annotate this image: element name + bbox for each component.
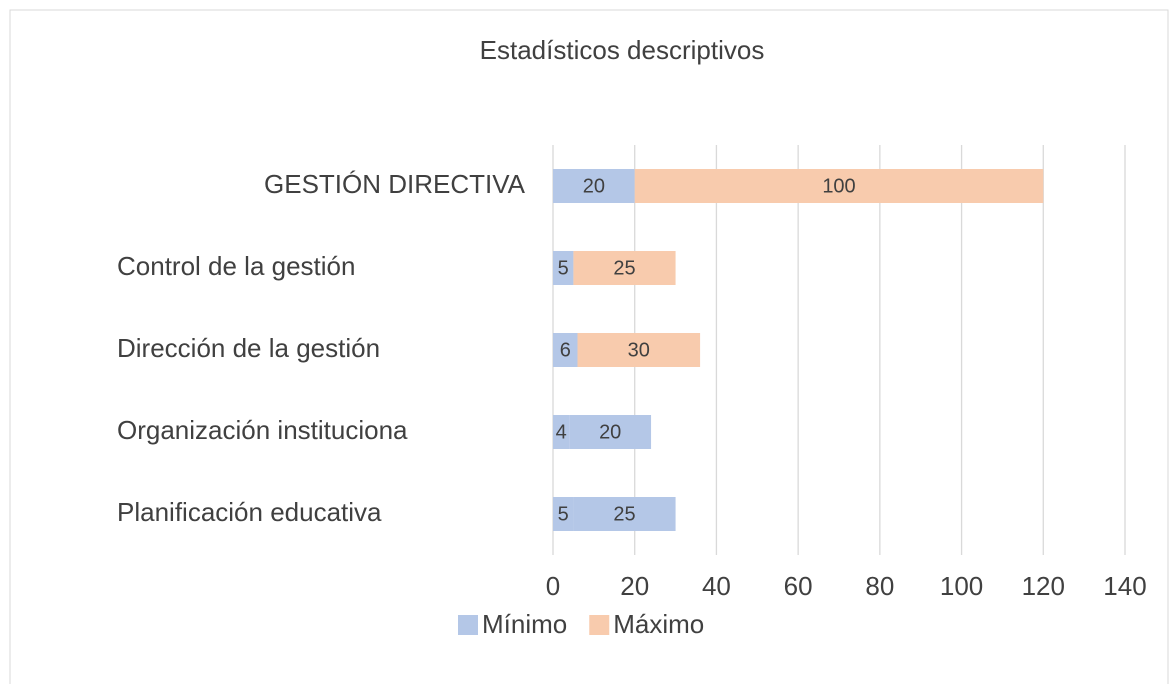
data-label: 6	[560, 339, 571, 361]
chart-title: Estadísticos descriptivos	[480, 35, 765, 65]
x-tick-label: 40	[702, 571, 731, 601]
category-label: Dirección de la gestión	[117, 333, 380, 363]
bar-segment	[573, 497, 676, 531]
legend-label: Mínimo	[482, 609, 567, 639]
x-tick-label: 20	[620, 571, 649, 601]
category-label: Control de la gestión	[117, 251, 355, 281]
category-label: Organización instituciona	[117, 415, 408, 445]
x-tick-label: 80	[865, 571, 894, 601]
x-tick-label: 120	[1022, 571, 1065, 601]
data-label: 4	[556, 421, 567, 443]
bar-segment	[569, 415, 652, 449]
x-tick-label: 100	[940, 571, 983, 601]
data-label: 20	[583, 175, 605, 197]
bar-segment	[553, 251, 574, 285]
bar-segment	[577, 333, 701, 367]
data-label: 30	[628, 339, 650, 361]
legend-swatch	[589, 615, 610, 635]
category-label: Planificación educativa	[117, 497, 382, 527]
bar-segment	[573, 251, 676, 285]
data-label: 100	[822, 175, 855, 197]
bar-segment	[553, 415, 570, 449]
bar-segment	[553, 333, 578, 367]
data-label: 25	[613, 503, 635, 525]
data-label: 25	[613, 257, 635, 279]
x-tick-label: 0	[546, 571, 560, 601]
data-label: 5	[558, 503, 569, 525]
x-tick-label: 60	[784, 571, 813, 601]
chart-border	[9, 9, 1169, 684]
bar-segment	[553, 497, 574, 531]
category-label: GESTIÓN DIRECTIVA	[264, 169, 526, 199]
legend-label: Máximo	[613, 609, 704, 639]
bar-segment	[634, 169, 1044, 203]
legend-swatch	[458, 615, 478, 635]
data-label: 5	[558, 257, 569, 279]
data-label: 20	[599, 421, 621, 443]
bar-segment	[553, 169, 635, 203]
x-tick-label: 140	[1103, 571, 1146, 601]
